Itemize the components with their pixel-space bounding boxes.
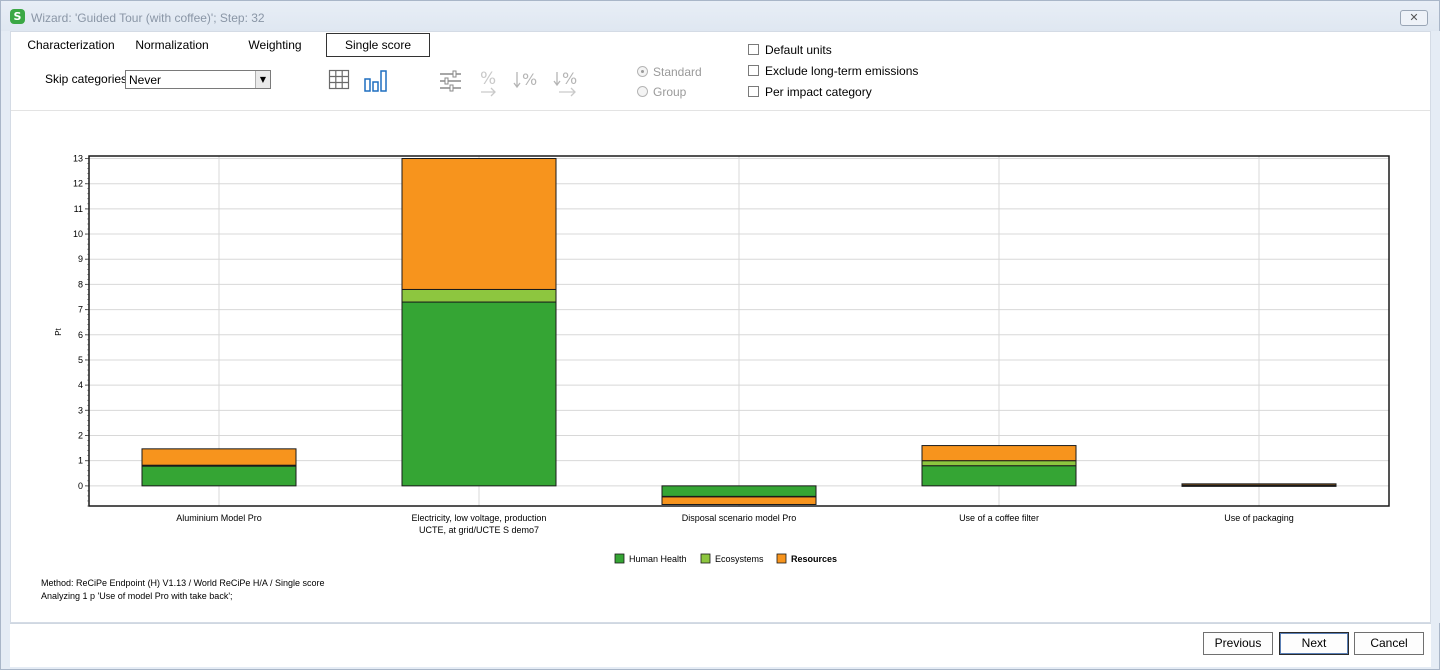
bar-segment-human-health [401,301,557,487]
radio-group-dot[interactable] [637,86,648,97]
percent-icon: % [480,69,496,97]
method-info: Method: ReCiPe Endpoint (H) V1.13 / Worl… [41,577,324,603]
y-tick-label: 9 [78,254,83,264]
radio-standard-label: Standard [653,65,702,79]
legend-swatch-ecosystems [700,553,711,564]
x-category-label: Use of packaging [1224,513,1294,523]
y-tick-label: 11 [74,204,83,214]
y-tick-label: 13 [73,154,83,164]
skip-categories-value: Never [129,73,162,87]
bar-segment-resources [921,445,1077,462]
window-edge [1431,31,1440,623]
header-divider [11,110,1430,111]
legend-label-resources: Resources [791,554,837,564]
title-bar: S Wizard: 'Guided Tour (with coffee)'; S… [1,1,1439,31]
wizard-content: Characterization Normalization Weighting… [10,31,1431,623]
x-category-label: Aluminium Model Pro [176,513,262,523]
svg-text:%: % [562,69,577,88]
settings-sliders-icon [440,70,461,92]
y-tick-label: 10 [73,229,83,239]
default-units-checkbox[interactable] [748,44,759,55]
x-category-label: Disposal scenario model Pro [682,513,797,523]
analyzing-text: Analyzing 1 p 'Use of model Pro with tak… [41,591,233,601]
bar-segment-human-health [141,465,297,487]
legend-label-human-health: Human Health [629,554,687,564]
legend-label-ecosystems: Ecosystems [715,554,764,564]
app-logo-icon: S [10,9,25,24]
wizard-button-bar: Previous Next Cancel [10,623,1431,667]
default-units-label: Default units [765,43,832,57]
y-tick-label: 8 [78,279,83,289]
y-tick-label: 2 [78,430,83,440]
per-impact-category-label: Per impact category [765,85,872,99]
bar-segment-ecosystems [401,288,557,303]
svg-text:%: % [522,70,537,89]
x-category-label: Use of a coffee filter [959,513,1039,523]
bar-segment-resources [401,158,557,290]
chevron-down-icon[interactable]: ▼ [255,71,270,88]
sort-percent-descending-icon: % [553,69,577,97]
radio-standard-dot[interactable] [637,66,648,77]
close-button[interactable]: ✕ [1400,10,1428,26]
tab-single-score[interactable]: Single score [326,33,430,57]
y-tick-label: 5 [78,355,83,365]
bar-segment-human-health [921,465,1077,487]
bar-segment-ecosystems [921,460,1077,467]
table-view-icon[interactable] [328,69,350,91]
method-text: Method: ReCiPe Endpoint (H) V1.13 / Worl… [41,578,325,588]
exclude-long-term-label: Exclude long-term emissions [765,64,919,78]
previous-button[interactable]: Previous [1203,632,1273,655]
x-category-label: Electricity, low voltage, production UCTE… [412,513,547,535]
svg-text:%: % [480,69,496,89]
skip-categories-select[interactable]: Never ▼ [125,70,271,89]
skip-categories-label: Skip categories [45,72,128,86]
y-tick-label: 7 [78,305,83,315]
bar-segment-human-health [661,485,817,497]
y-tick-label: 1 [78,456,83,466]
per-impact-category-checkbox[interactable] [748,86,759,97]
y-tick-label: 3 [78,405,83,415]
bar-chart-view-icon[interactable] [363,69,389,93]
bar-segment-resources [141,448,297,466]
legend-swatch-human-health [614,553,625,564]
bar-segment-resources [1181,483,1337,486]
exclude-long-term-checkbox[interactable] [748,65,759,76]
tab-weighting[interactable]: Weighting [248,38,302,52]
tab-characterization[interactable]: Characterization [27,38,115,52]
tab-normalization[interactable]: Normalization [135,38,209,52]
next-button[interactable]: Next [1279,632,1349,655]
y-axis-label: Pt [54,327,63,335]
y-tick-label: 4 [78,380,83,390]
bar-segment-resources [661,496,817,505]
plot-border [88,155,1390,507]
window-title: Wizard: 'Guided Tour (with coffee)'; Ste… [31,11,265,25]
y-tick-label: 12 [73,179,83,189]
legend-swatch-resources [776,553,787,564]
y-tick-label: 0 [78,481,83,491]
cancel-button[interactable]: Cancel [1354,632,1424,655]
sort-percent-icon: % [513,70,537,89]
radio-group-label: Group [653,85,687,99]
y-tick-label: 6 [78,330,83,340]
